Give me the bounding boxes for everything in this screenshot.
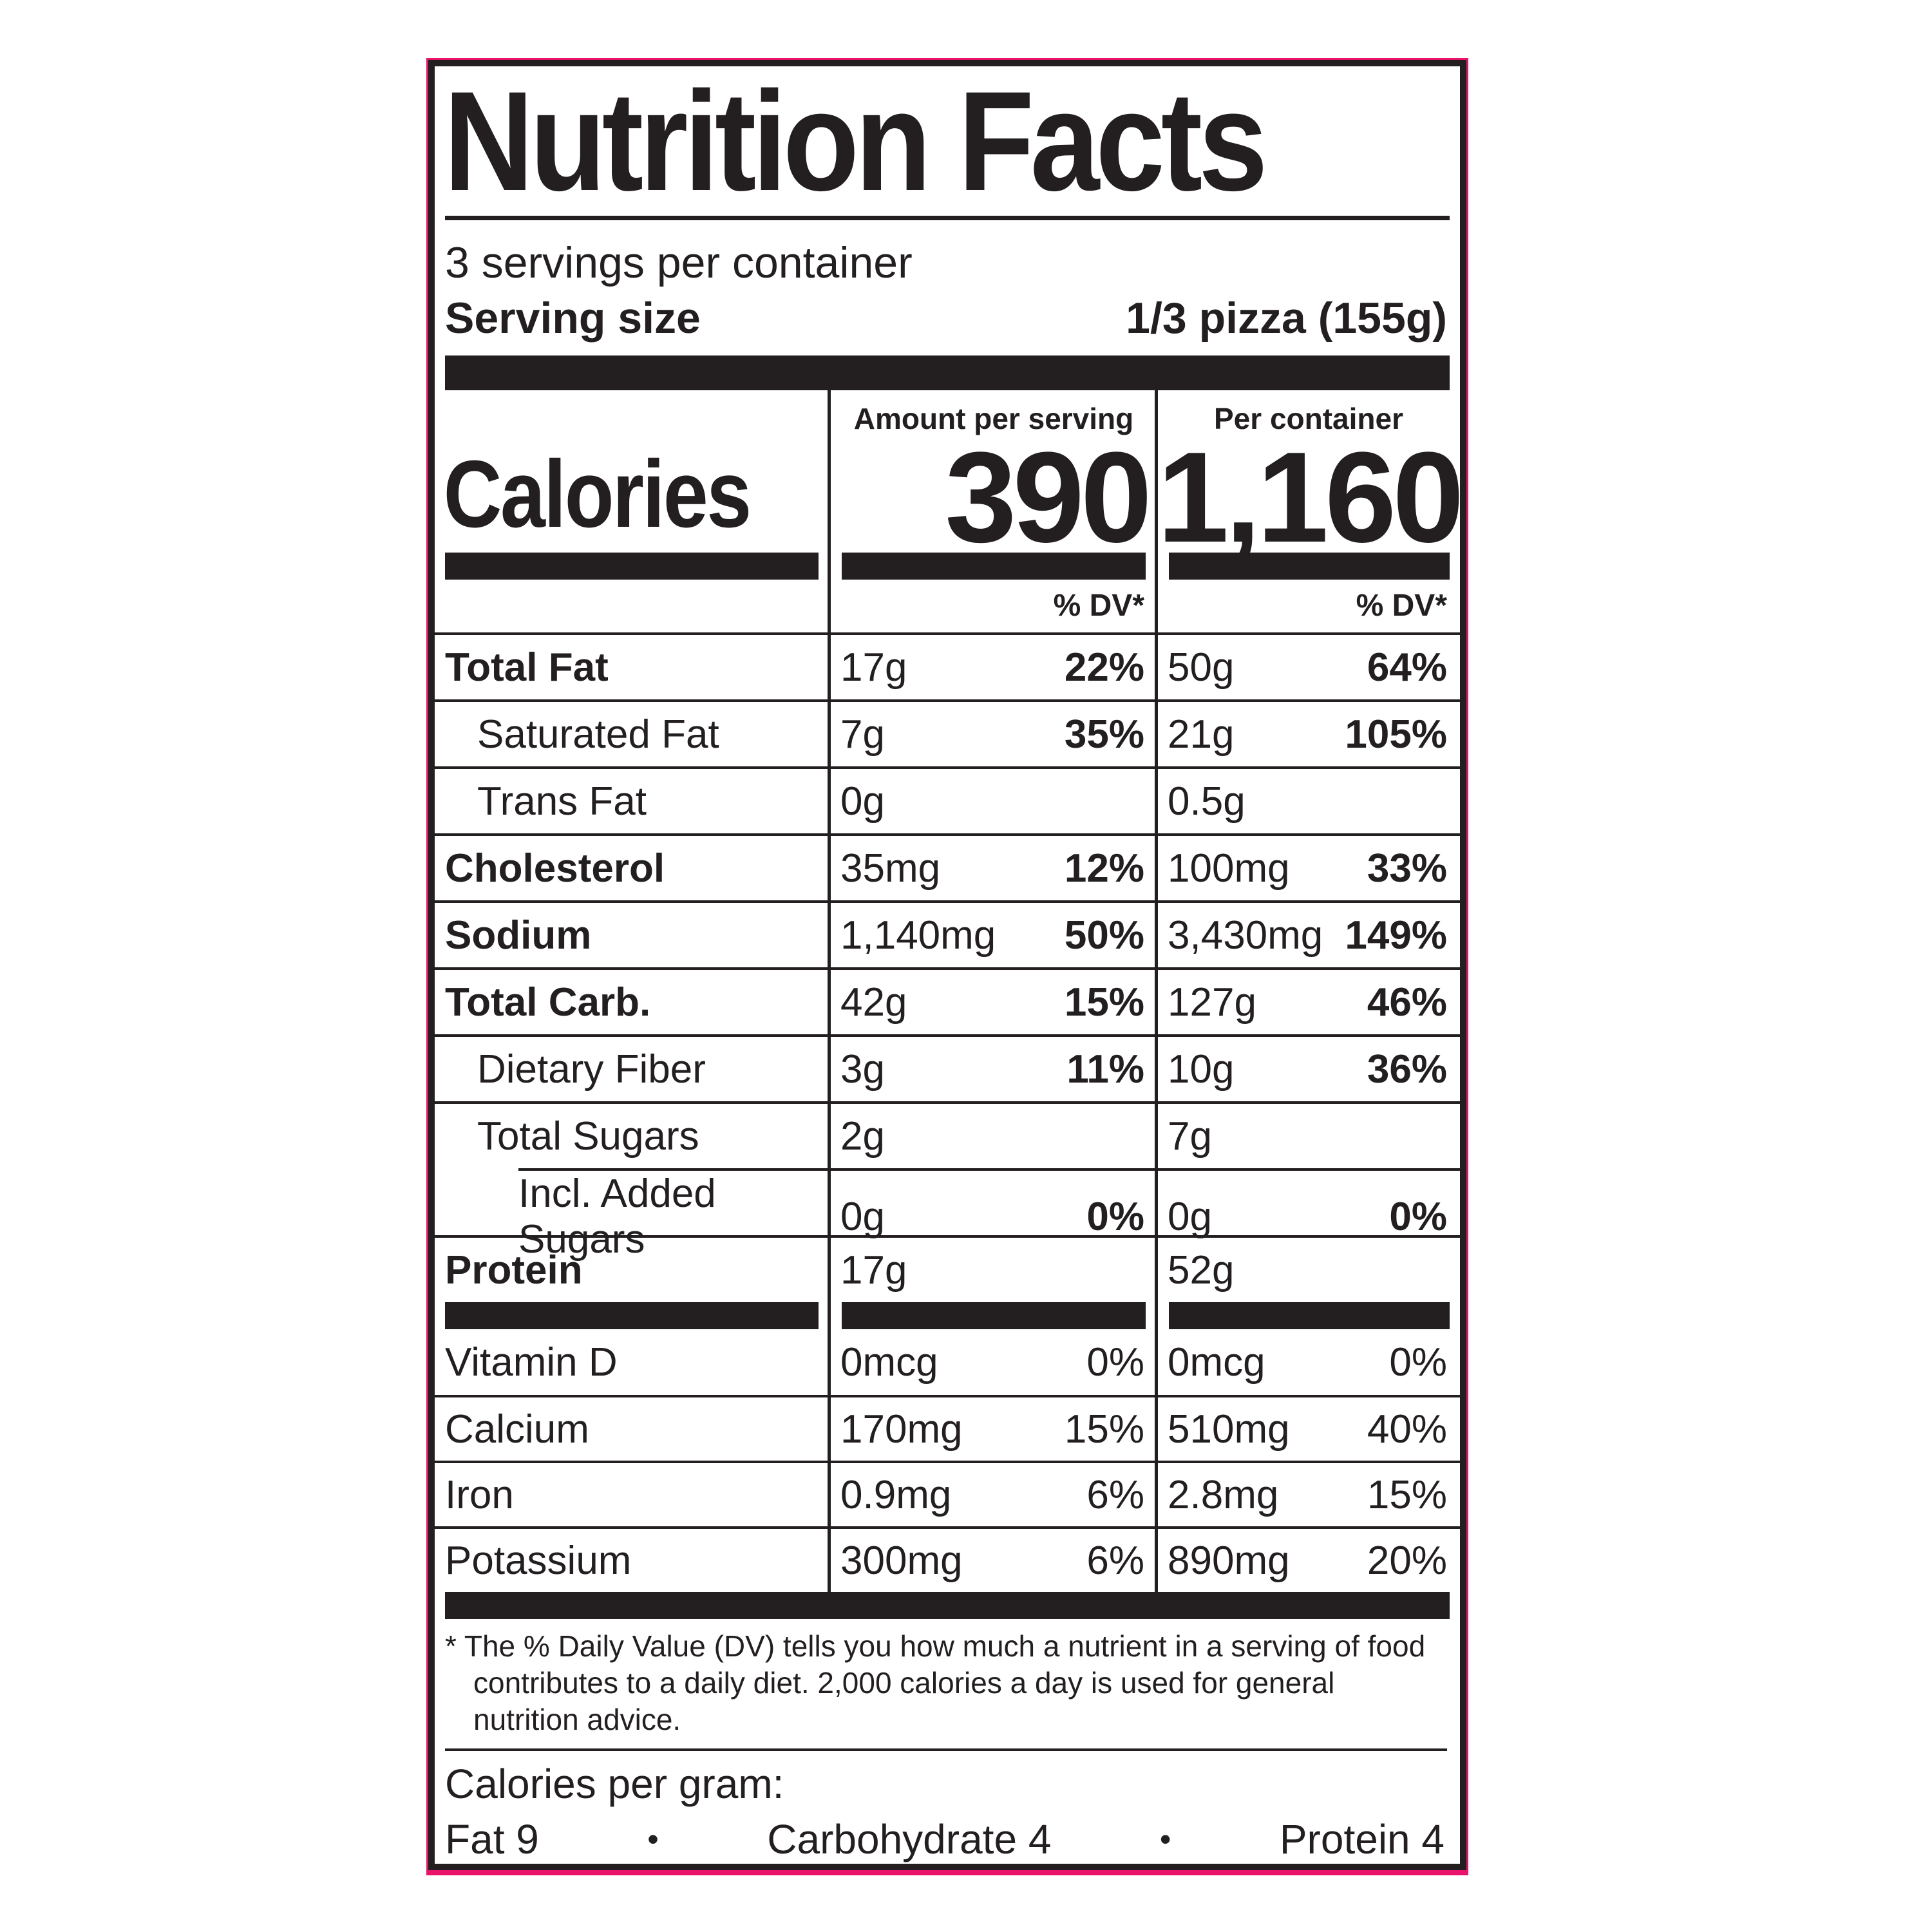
serving-size-label: Serving size — [445, 294, 701, 343]
nutrient-row-protein: Protein 17g 52g — [435, 1235, 1460, 1302]
nutrition-facts-label: Nutrition Facts 3 servings per container… — [428, 60, 1466, 1870]
divider-bar-segments — [435, 553, 1460, 580]
daily-value-footnote: * The % Daily Value (DV) tells you how m… — [445, 1629, 1426, 1736]
nutrient-table: Amount per serving Per container Calorie… — [435, 390, 1460, 1592]
fat-calories-per-gram: Fat 9 — [445, 1816, 539, 1862]
carbohydrate-calories-per-gram: Carbohydrate 4 — [767, 1816, 1052, 1862]
protein-calories-per-gram: Protein 4 — [1279, 1816, 1444, 1862]
bullet-separator: • — [647, 1821, 659, 1857]
nutrient-row-total-sugars: Total Sugars 2g 7g — [435, 1101, 1460, 1168]
nutrient-row-dietary-fiber: Dietary Fiber 3g 11% 10g 36% — [435, 1034, 1460, 1101]
nutrient-row-total-carb: Total Carb. 42g 15% 127g 46% — [435, 967, 1460, 1034]
bar-segment — [1169, 553, 1450, 580]
dv-header-container: % DV* — [1356, 589, 1447, 623]
servings-per-container: 3 servings per container — [445, 238, 913, 287]
bar-segment — [1169, 1302, 1450, 1329]
nutrient-row-cholesterol: Cholesterol 35mg 12% 100mg 33% — [435, 833, 1460, 900]
label-title: Nutrition Facts — [444, 62, 1268, 220]
vitamin-row-vitamin-d: Vitamin D 0mcg 0% 0mcg 0% — [445, 1340, 1447, 1385]
calories-label: Calories — [443, 441, 752, 547]
column-separator-1 — [828, 390, 831, 1592]
nutrient-row-total-fat: Total Fat 17g 22% 50g 64% — [435, 632, 1460, 699]
serving-size-value: 1/3 pizza (155g) — [1126, 294, 1447, 343]
dv-header-serving: % DV* — [1053, 589, 1144, 623]
divider-bar-segments — [435, 1302, 1460, 1329]
calories-per-gram-label: Calories per gram: — [445, 1761, 784, 1807]
bullet-separator: • — [1159, 1821, 1171, 1857]
calories-per-container-value: 1,160 — [1157, 426, 1461, 569]
serving-size-row: Serving size 1/3 pizza (155g) — [445, 292, 1447, 344]
vitamin-row-potassium: Potassium 300mg 6% 890mg 20% — [435, 1526, 1460, 1592]
per-container-header: Per container — [1214, 402, 1403, 435]
daily-value-header-row: % DV* % DV* — [435, 580, 1460, 632]
column-separator-2 — [1155, 390, 1158, 1592]
nutrition-label-accent-border: Nutrition Facts 3 servings per container… — [426, 58, 1468, 1875]
calories-per-gram-values: Fat 9 • Carbohydrate 4 • Protein 4 — [445, 1806, 1447, 1862]
bar-segment — [445, 1302, 819, 1329]
bar-segment — [842, 553, 1146, 580]
calories-row: Calories 390 1,160 — [435, 433, 1460, 562]
bar-segment — [842, 1302, 1146, 1329]
nutrient-row-saturated-fat: Saturated Fat 7g 35% 21g 105% — [435, 699, 1460, 766]
amount-per-serving-header: Amount per serving — [853, 402, 1134, 435]
column-headers-row: Amount per serving Per container — [435, 390, 1460, 437]
calories-per-serving-value: 390 — [945, 426, 1152, 569]
thick-divider-bar — [445, 355, 1450, 390]
title-divider — [445, 216, 1450, 220]
bar-segment — [445, 553, 819, 580]
thick-divider-bar — [445, 1592, 1450, 1619]
nutrient-row-added-sugars: Incl. Added Sugars 0g 0% 0g 0% — [435, 1168, 1460, 1262]
nutrient-row-trans-fat: Trans Fat 0g 0.5g — [435, 766, 1460, 833]
vitamin-row-iron: Iron 0.9mg 6% 2.8mg 15% — [435, 1461, 1460, 1526]
vitamin-row-calcium: Calcium 170mg 15% 510mg 40% — [435, 1395, 1460, 1461]
calories-per-gram-section: Calories per gram: Fat 9 • Carbohydrate … — [445, 1748, 1447, 1862]
nutrient-row-sodium: Sodium 1,140mg 50% 3,430mg 149% — [435, 900, 1460, 967]
